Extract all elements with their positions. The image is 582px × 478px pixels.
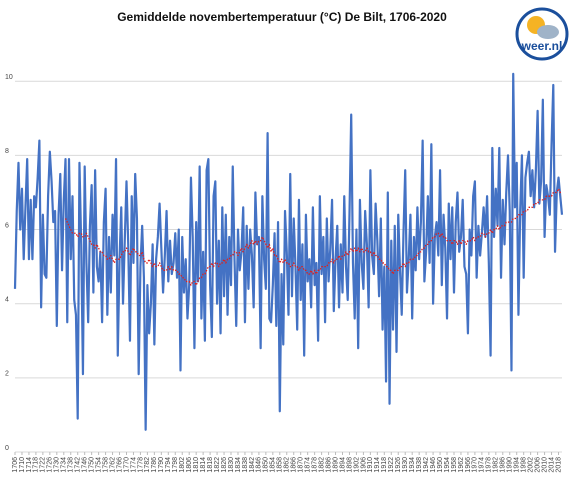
x-tick-label: 1954: [444, 457, 451, 473]
x-tick-label: 1914: [374, 457, 381, 473]
x-tick-label: 1846: [256, 457, 263, 473]
x-tick-label: 1862: [284, 457, 291, 473]
x-tick-label: 1834: [235, 457, 242, 473]
x-tick-label: 1706: [12, 457, 19, 473]
x-tick-label: 1894: [339, 457, 346, 473]
x-tick-label: 1758: [102, 457, 109, 473]
x-tick-label: 1838: [242, 457, 249, 473]
x-tick-label: 1890: [332, 457, 339, 473]
chart-title: Gemiddelde novembertemperatuur (°C) De B…: [117, 10, 447, 24]
x-tick-label: 1922: [388, 457, 395, 473]
x-tick-label: 1994: [514, 457, 521, 473]
x-tick-label: 1762: [109, 457, 116, 473]
x-tick-label: 1858: [277, 457, 284, 473]
x-tick-label: 1778: [137, 457, 144, 473]
x-tick-label: 1830: [228, 457, 235, 473]
x-tick-label: 1826: [221, 457, 228, 473]
x-tick-label: 1974: [479, 457, 486, 473]
x-tick-label: 1718: [33, 457, 40, 473]
x-tick-label: 1854: [270, 457, 277, 473]
x-tick-label: 1798: [172, 457, 179, 473]
x-tick-label: 2018: [555, 457, 562, 473]
x-tick-label: 1986: [500, 457, 507, 473]
x-tick-label: 1710: [19, 457, 26, 473]
y-tick-label: 4: [5, 297, 9, 304]
x-tick-label: 1782: [144, 457, 151, 473]
x-tick-label: 1982: [493, 457, 500, 473]
x-tick-label: 1870: [298, 457, 305, 473]
x-tick-label: 1818: [207, 457, 214, 473]
x-tick-label: 1746: [82, 457, 89, 473]
x-tick-label: 1814: [200, 457, 207, 473]
x-tick-label: 1810: [193, 457, 200, 473]
x-tick-label: 1822: [214, 457, 221, 473]
x-tick-label: 1882: [318, 457, 325, 473]
y-tick-label: 0: [5, 445, 9, 452]
series-line: [64, 188, 562, 286]
y-tick-label: 6: [5, 222, 9, 229]
x-tick-label: 1874: [305, 457, 312, 473]
x-tick-label: 1878: [311, 457, 318, 473]
x-tick-label: 1966: [465, 457, 472, 473]
x-tick-label: 1906: [360, 457, 367, 473]
x-tick-label: 1806: [186, 457, 193, 473]
x-tick-label: 1886: [325, 457, 332, 473]
x-tick-label: 1898: [346, 457, 353, 473]
x-tick-label: 2006: [534, 457, 541, 473]
y-tick-label: 8: [5, 148, 9, 155]
x-tick-label: 1866: [291, 457, 298, 473]
y-tick-label: 2: [5, 371, 9, 378]
x-tick-label: 1794: [165, 457, 172, 473]
x-tick-label: 1998: [521, 457, 528, 473]
x-tick-label: 1902: [353, 457, 360, 473]
x-tick-label: 1990: [507, 457, 514, 473]
x-tick-label: 1802: [179, 457, 186, 473]
x-tick-label: 1734: [61, 457, 68, 473]
x-tick-label: 1942: [423, 457, 430, 473]
x-tick-label: 1962: [458, 457, 465, 473]
x-tick-label: 1750: [88, 457, 95, 473]
x-tick-label: 1842: [249, 457, 256, 473]
x-tick-label: 2002: [527, 457, 534, 473]
x-tick-label: 1930: [402, 457, 409, 473]
x-tick-label: 1918: [381, 457, 388, 473]
x-tick-label: 1934: [409, 457, 416, 473]
x-tick-label: 1946: [430, 457, 437, 473]
logo-text: weer.nl: [521, 39, 563, 53]
x-tick-label: 1950: [437, 457, 444, 473]
x-tick-label: 1910: [367, 457, 374, 473]
x-tick-label: 1714: [26, 457, 33, 473]
x-tick-label: 1926: [395, 457, 402, 473]
x-tick-label: 1766: [116, 457, 123, 473]
x-tick-label: 1958: [451, 457, 458, 473]
x-tick-label: 1978: [486, 457, 493, 473]
series-line: [13, 72, 564, 431]
x-tick-label: 1790: [158, 457, 165, 473]
x-tick-label: 1774: [130, 457, 137, 473]
x-tick-label: 1938: [416, 457, 423, 473]
x-tick-label: 1722: [40, 457, 47, 473]
x-tick-label: 2014: [548, 457, 555, 473]
x-tick-label: 1754: [95, 457, 102, 473]
logo: weer.nl: [515, 7, 569, 61]
x-tick-label: 1970: [472, 457, 479, 473]
x-tick-label: 1850: [263, 457, 270, 473]
x-tick-label: 1770: [123, 457, 130, 473]
x-tick-label: 1786: [151, 457, 158, 473]
x-tick-label: 1738: [68, 457, 75, 473]
logo-cloud: [537, 25, 559, 39]
x-tick-label: 2010: [541, 457, 548, 473]
x-tick-label: 1726: [47, 457, 54, 473]
y-tick-label: 10: [5, 74, 13, 81]
x-tick-label: 1742: [75, 457, 82, 473]
x-tick-label: 1730: [54, 457, 61, 473]
